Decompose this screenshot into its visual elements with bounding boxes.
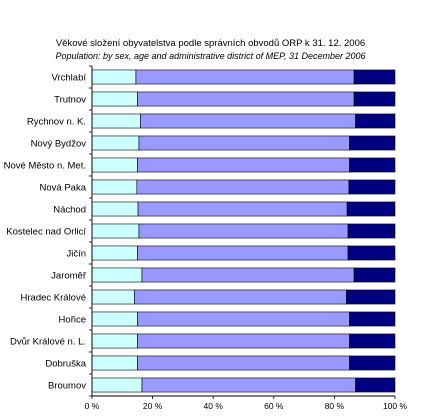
bar-segment [91,355,138,371]
category-label: Náchod [53,205,86,216]
chart-subtitle: Population: by sex, age and administrati… [55,51,366,61]
bar-segment [140,113,356,129]
bar-segment [91,69,137,85]
bar-segment [138,223,349,239]
category-label: Nové Město n. Met. [4,161,86,172]
bar-segment [353,69,396,85]
bar-segment [137,311,350,327]
bar-segment [347,223,396,239]
x-tick-label: 100 % [383,401,408,411]
bar-segment [137,245,349,261]
bar-segment [137,355,350,371]
bar-segment [91,135,140,151]
bar-segment [91,311,138,327]
bar-segment [349,355,396,371]
bar-segment [353,91,396,107]
bar-segment [347,245,396,261]
bar-segment [353,267,396,283]
category-label: Vrchlabí [52,73,87,84]
category-label: Kostelec nad Orlicí [6,227,86,238]
bar-segment [349,157,396,173]
category-label: Hořice [59,315,86,326]
bar-segment [355,113,396,129]
bar-segment [91,223,140,239]
bar-segment [355,377,396,393]
x-tick-label: 0 % [85,401,100,411]
category-label: Hradec Králové [21,293,86,304]
chart-title: Věkové složení obyvatelstva podle správn… [55,38,366,49]
bar-segment [91,91,138,107]
category-label: Broumov [48,381,86,392]
bar-segment [134,289,347,305]
bar-segment [91,289,135,305]
bar-segment [91,377,143,393]
category-label: Jaroměř [51,271,87,282]
x-tick-label: 60 % [264,401,284,411]
bar-segment [141,267,355,283]
bar-segment [91,267,143,283]
category-label: Dvůr Králové n. L. [10,337,86,348]
category-label: Nový Bydžov [31,139,87,150]
bar-segment [136,179,350,195]
bar-segment [137,201,348,217]
bar-segment [91,201,139,217]
category-label: Dobruška [45,359,86,370]
bar-segment [346,289,396,305]
category-label: Jičín [66,249,86,260]
bar-segment [349,311,396,327]
x-tick-label: 20 % [143,401,163,411]
category-label: Nová Paka [40,183,87,194]
bar-segment [135,69,355,85]
x-tick-label: 40 % [204,401,224,411]
bar-segment [91,157,138,173]
bar-segment [91,333,138,349]
bar-segment [346,201,396,217]
bar-segment [137,91,355,107]
bar-segment [141,377,356,393]
bar-segment [349,135,396,151]
x-tick-label: 80 % [325,401,345,411]
bar-segment [91,113,141,129]
bar-segment [137,157,350,173]
bar-segment [91,245,138,261]
category-label: Rychnov n. K. [27,117,86,128]
bar-segment [348,179,396,195]
bar-segment [137,333,350,349]
category-label: Trutnov [54,95,86,106]
bar-segment [138,135,350,151]
bar-segment [91,179,138,195]
bar-segment [349,333,396,349]
